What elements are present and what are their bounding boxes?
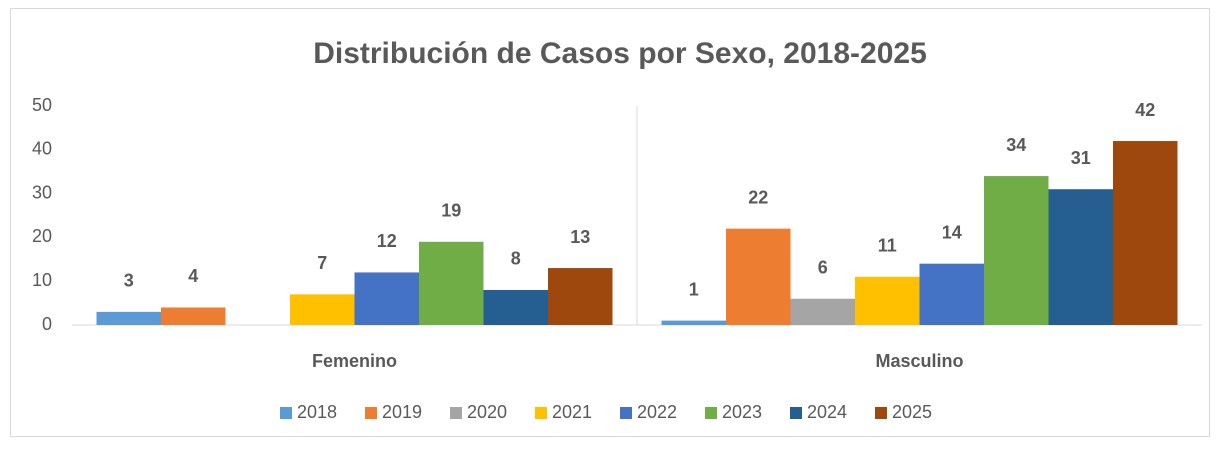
data-label: 31 [1071,148,1091,168]
legend-label: 2018 [297,402,337,422]
bar [726,228,791,325]
data-label: 22 [748,187,768,207]
data-label: 34 [1006,135,1026,155]
legend-swatch [705,407,717,419]
bar [661,320,726,325]
legend-label: 2024 [807,402,847,422]
data-label: 19 [441,201,461,221]
data-label: 12 [377,231,397,251]
legend-swatch [365,407,377,419]
y-tick-label: 40 [32,139,52,159]
bar [984,176,1049,325]
data-label: 7 [317,253,327,273]
bar [161,307,226,325]
bar [419,241,484,325]
bar [855,276,920,325]
x-tick-label: Femenino [312,351,397,371]
data-label: 3 [124,271,134,291]
bar [483,289,548,325]
data-label: 4 [188,266,198,286]
data-label: 14 [942,222,962,242]
legend-swatch [875,407,887,419]
data-label: 8 [511,249,521,269]
legend-label: 2022 [637,402,677,422]
legend-swatch [450,407,462,419]
bar [548,268,613,325]
y-tick-label: 10 [32,270,52,290]
bar [1048,189,1113,325]
data-label: 6 [818,257,828,277]
bar [790,298,855,325]
y-tick-label: 0 [42,314,52,334]
legend-label: 2023 [722,402,762,422]
legend-label: 2019 [382,402,422,422]
x-tick-label: Masculino [875,351,963,371]
data-label: 11 [878,236,897,256]
legend-swatch [620,407,632,419]
legend-label: 2021 [552,402,592,422]
y-tick-label: 30 [32,182,52,202]
y-tick-label: 20 [32,226,52,246]
data-label: 13 [570,227,590,247]
legend-swatch [280,407,292,419]
legend-swatch [535,407,547,419]
data-label: 42 [1135,100,1155,120]
legend-label: 2020 [467,402,507,422]
data-label: 1 [689,279,699,299]
legend-swatch [790,407,802,419]
chart-title: Distribución de Casos por Sexo, 2018-202… [313,37,927,70]
bar [354,272,419,325]
legend-label: 2025 [892,402,932,422]
bar [290,294,355,325]
bar [919,263,984,325]
y-tick-label: 50 [32,95,52,115]
bar [1113,141,1178,325]
bar [96,311,161,325]
